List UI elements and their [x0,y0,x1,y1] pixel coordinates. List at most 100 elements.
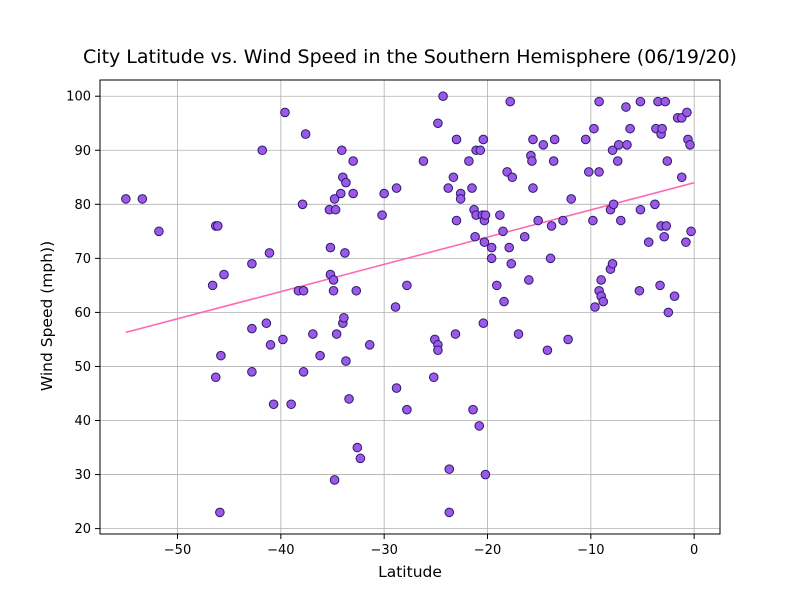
data-point [216,350,226,361]
data-point [257,145,268,156]
data-point [669,291,680,301]
y-tick-label: 50 [74,360,91,375]
y-tick-label: 20 [74,522,91,537]
x-tick-label: 0 [690,543,698,558]
data-point [475,145,486,156]
data-point [444,507,455,518]
data-point [657,123,667,134]
data-point [464,156,474,166]
x-tick-label: −30 [370,543,397,558]
data-point [533,215,543,226]
data-point [635,204,646,215]
data-point [478,318,489,329]
data-point [331,329,342,339]
data-point [428,372,439,383]
data-point [663,307,674,318]
data-point [635,96,646,107]
data-point [563,334,573,345]
data-point [339,313,349,323]
data-point [402,404,412,415]
data-point [486,242,497,253]
data-point [340,248,350,258]
data-point [308,329,318,339]
data-point [524,275,534,285]
x-tick-label: −50 [164,543,191,558]
data-point [213,221,223,231]
data-point [621,102,631,112]
y-tick-label: 40 [74,414,91,429]
data-point [504,242,515,253]
data-point [121,194,131,204]
data-point [348,188,358,199]
y-tick-label: 80 [74,198,91,213]
data-point [660,96,671,107]
data-point [590,302,600,312]
data-point [344,394,354,404]
data-point [612,156,623,166]
data-point [643,237,654,247]
data-point [402,280,412,291]
data-point [328,275,339,285]
data-point [154,226,164,237]
data-point [433,118,443,129]
data-point [480,210,491,220]
y-axis-label: Wind Speed (mph)) [38,241,56,391]
data-point [538,140,549,150]
data-point [341,177,351,188]
data-point [335,188,346,199]
data-point [594,96,604,107]
data-point [549,134,560,145]
data-points [121,91,696,518]
data-point [661,221,672,231]
data-point [444,464,455,474]
data-point [264,248,275,258]
data-point [468,404,478,415]
chart-title: City Latitude vs. Wind Speed in the Sout… [83,46,737,68]
data-point [542,345,553,356]
x-tick-label: −40 [267,543,294,558]
data-point [513,329,524,339]
data-point [580,134,591,145]
data-point [682,107,692,118]
data-point [655,280,665,291]
data-point [207,280,218,291]
data-point [613,140,624,150]
data-point [298,367,309,377]
data-point [625,123,635,134]
data-point [265,340,276,350]
data-point [391,383,402,393]
data-point [507,172,518,183]
data-point [377,210,387,220]
data-point [558,215,568,226]
data-point [433,345,443,356]
data-point [589,123,599,134]
data-point [566,194,577,204]
data-point [337,145,347,156]
data-point [325,242,336,253]
data-point [588,215,598,226]
y-tick-label: 100 [66,90,91,105]
data-point [137,194,148,204]
x-tick-label: −20 [474,543,501,558]
data-point [328,285,339,296]
data-point [474,421,485,431]
data-point [607,145,618,156]
data-point [448,172,459,183]
data-point [219,269,229,280]
y-tick-label: 90 [74,144,91,159]
data-point [364,340,375,350]
data-point [495,210,505,220]
data-point [341,356,351,366]
data-point [498,226,508,237]
data-point [261,318,272,329]
data-point [583,167,594,177]
data-point [247,258,257,269]
data-point [215,507,225,518]
data-point [662,156,673,166]
y-tick-label: 70 [74,252,91,267]
data-point [467,183,477,193]
data-point [286,399,296,410]
data-point [681,237,691,247]
data-point [650,199,660,210]
